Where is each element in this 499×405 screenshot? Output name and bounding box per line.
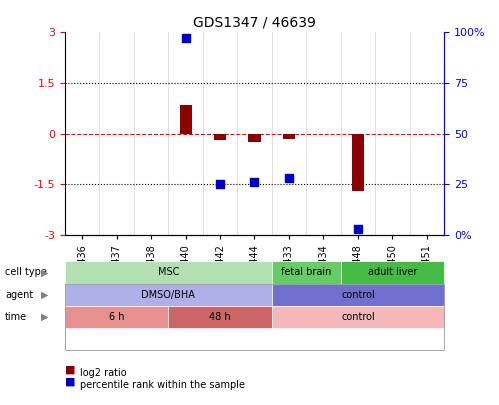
Text: ■: ■ [65,364,75,375]
Point [250,179,258,185]
Text: ▶: ▶ [41,267,49,277]
Text: control: control [341,290,375,300]
Bar [214,134,226,141]
Text: control: control [341,312,375,322]
Text: ▶: ▶ [41,312,49,322]
Bar [283,134,295,139]
Point [182,35,190,42]
Point [354,226,362,232]
Text: cell type: cell type [5,267,47,277]
Text: 48 h: 48 h [209,312,231,322]
Bar [249,134,260,142]
Bar [214,134,226,141]
Text: fetal brain: fetal brain [281,267,331,277]
Point [216,181,224,188]
Text: DMSO/BHA: DMSO/BHA [141,290,195,300]
Text: ■: ■ [65,377,75,387]
Bar [249,134,260,142]
Text: adult liver: adult liver [368,267,417,277]
Text: agent: agent [5,290,33,300]
Bar [180,105,192,134]
Text: time: time [5,312,27,322]
Point [285,175,293,181]
Text: log2 ratio: log2 ratio [80,368,126,377]
Text: 6 h: 6 h [109,312,124,322]
Text: percentile rank within the sample: percentile rank within the sample [80,380,245,390]
Title: GDS1347 / 46639: GDS1347 / 46639 [193,16,316,30]
Text: MSC: MSC [158,267,179,277]
Text: ▶: ▶ [41,290,49,300]
Bar [352,134,364,191]
Bar [352,134,364,191]
Bar [180,105,192,134]
Bar [283,134,295,139]
